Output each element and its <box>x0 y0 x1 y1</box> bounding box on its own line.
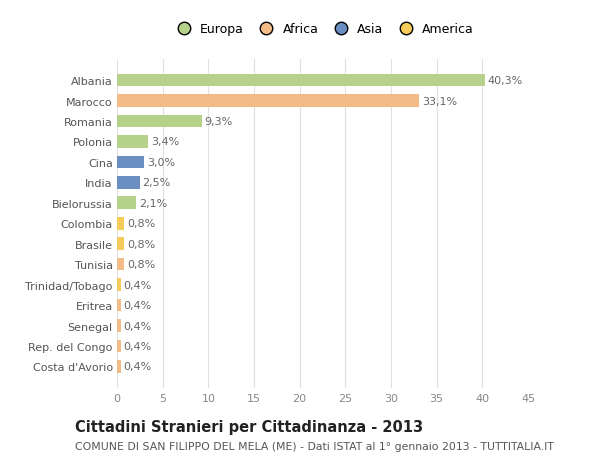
Bar <box>117 340 121 353</box>
Bar <box>117 95 419 108</box>
Bar <box>117 136 148 148</box>
Text: 0,4%: 0,4% <box>124 300 152 310</box>
Bar <box>117 238 124 251</box>
Bar <box>117 75 485 87</box>
Text: 2,1%: 2,1% <box>139 198 167 208</box>
Bar <box>117 258 124 271</box>
Text: 0,4%: 0,4% <box>124 321 152 331</box>
Text: 2,5%: 2,5% <box>143 178 171 188</box>
Bar <box>117 218 124 230</box>
Bar <box>117 279 121 291</box>
Text: COMUNE DI SAN FILIPPO DEL MELA (ME) - Dati ISTAT al 1° gennaio 2013 - TUTTITALIA: COMUNE DI SAN FILIPPO DEL MELA (ME) - Da… <box>75 441 554 451</box>
Bar <box>117 115 202 128</box>
Bar <box>117 197 136 210</box>
Bar <box>117 177 140 189</box>
Text: 9,3%: 9,3% <box>205 117 233 127</box>
Text: 33,1%: 33,1% <box>422 96 457 106</box>
Text: 0,4%: 0,4% <box>124 362 152 372</box>
Bar <box>117 360 121 373</box>
Text: Cittadini Stranieri per Cittadinanza - 2013: Cittadini Stranieri per Cittadinanza - 2… <box>75 419 423 434</box>
Text: 0,8%: 0,8% <box>127 239 155 249</box>
Text: 40,3%: 40,3% <box>488 76 523 86</box>
Bar <box>117 156 145 169</box>
Text: 3,4%: 3,4% <box>151 137 179 147</box>
Text: 0,8%: 0,8% <box>127 219 155 229</box>
Bar <box>117 299 121 312</box>
Bar <box>117 319 121 332</box>
Text: 3,0%: 3,0% <box>147 157 175 168</box>
Legend: Europa, Africa, Asia, America: Europa, Africa, Asia, America <box>171 23 474 36</box>
Text: 0,4%: 0,4% <box>124 341 152 351</box>
Text: 0,8%: 0,8% <box>127 260 155 269</box>
Text: 0,4%: 0,4% <box>124 280 152 290</box>
